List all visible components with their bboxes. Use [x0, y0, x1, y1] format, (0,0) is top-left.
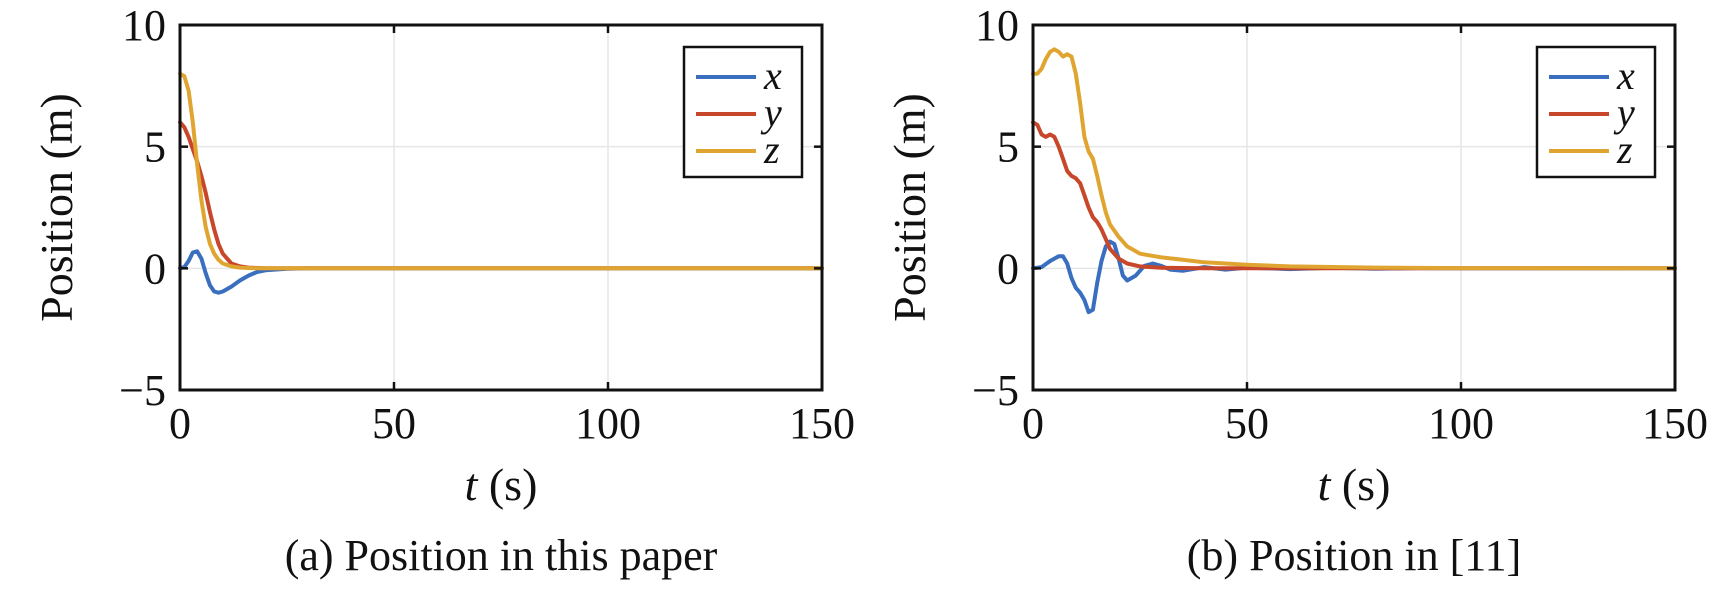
x-tick-label: 150: [1642, 399, 1708, 448]
y-tick-label: 0: [144, 244, 166, 293]
plot-frame: [178, 23, 824, 392]
legend-label-z: z: [763, 127, 780, 172]
x-tick-label: 100: [1428, 399, 1494, 448]
series-line-z: [178, 71, 824, 271]
y-axis-label: Position (m): [884, 93, 935, 322]
y-tick-label: 10: [975, 1, 1019, 50]
y-tick-label: 5: [997, 123, 1019, 172]
x-tick-label: 100: [575, 399, 641, 448]
x-axis-variable: t: [1318, 459, 1332, 510]
legend-label-y: y: [1613, 90, 1635, 135]
x-tick-label: 0: [1022, 399, 1044, 448]
x-axis-unit: (s): [1342, 459, 1391, 510]
x-tick-label: 0: [169, 399, 191, 448]
series-line-y: [1031, 120, 1677, 271]
subfigure-caption: (b) Position in [11]: [1187, 531, 1521, 580]
x-axis-space: [1330, 459, 1342, 510]
x-axis-label: t (s): [1318, 459, 1391, 510]
x-axis-unit: (s): [489, 459, 538, 510]
x-tick-label: 50: [372, 399, 416, 448]
y-tick-label: 5: [144, 123, 166, 172]
y-tick-label: 10: [122, 1, 166, 50]
legend-label-x: x: [1616, 53, 1635, 98]
subfigure-caption: (a) Position in this paper: [285, 531, 718, 580]
y-tick-label: 0: [997, 244, 1019, 293]
x-axis-label: t (s): [465, 459, 538, 510]
plot-frame: [1031, 23, 1677, 392]
y-tick-label: −5: [972, 366, 1019, 415]
series-line-z: [1031, 47, 1677, 271]
series-line-x: [178, 249, 824, 295]
x-tick-label: 50: [1225, 399, 1269, 448]
x-axis-space: [477, 459, 489, 510]
x-axis-variable: t: [465, 459, 479, 510]
legend-label-x: x: [763, 53, 782, 98]
x-tick-label: 150: [789, 399, 855, 448]
legend-label-y: y: [760, 90, 782, 135]
legend: xyz: [682, 45, 804, 179]
legend-label-z: z: [1616, 127, 1633, 172]
legend: xyz: [1535, 45, 1657, 179]
y-axis-label: Position (m): [31, 93, 82, 322]
y-tick-label: −5: [119, 366, 166, 415]
series-line-x: [1031, 239, 1677, 315]
